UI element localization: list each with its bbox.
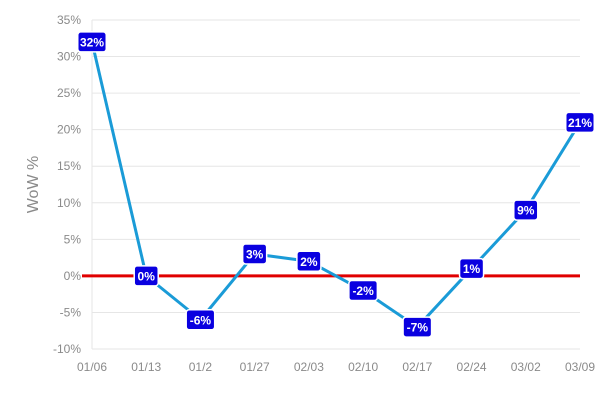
data-label-box [513, 199, 539, 221]
data-label-text: 9% [517, 204, 535, 218]
y-tick-label: 15% [57, 159, 81, 173]
data-label: -7% [402, 316, 433, 338]
y-tick-label: 30% [57, 50, 81, 64]
y-axis-title: WoW % [25, 156, 42, 213]
x-tick-label: 02/24 [457, 360, 487, 374]
data-label-text: -6% [190, 313, 212, 327]
x-tick-label: 01/2 [189, 360, 213, 374]
x-tick-label: 02/03 [294, 360, 324, 374]
data-label: 0% [133, 265, 159, 287]
data-label-box [133, 265, 159, 287]
data-label-text: 2% [300, 255, 318, 269]
x-tick-label: 01/27 [240, 360, 270, 374]
data-label-box [402, 316, 433, 338]
data-label-box [565, 111, 595, 134]
x-tick-label: 02/17 [402, 360, 432, 374]
data-label-box [77, 31, 107, 53]
series-line [90, 41, 582, 329]
data-label-text: 32% [80, 35, 104, 49]
data-label: 1% [458, 257, 485, 280]
y-tick-label: 5% [64, 232, 82, 246]
data-labels: 32% 0% -6% 3% 2% -2% -7% 1% 9% 21% [77, 31, 595, 338]
data-label-text: 21% [568, 116, 592, 130]
data-label-box [185, 309, 216, 331]
data-label-text: -7% [407, 321, 429, 335]
y-tick-label: 20% [57, 123, 81, 137]
data-label-box [458, 257, 485, 280]
data-label: -2% [348, 279, 379, 302]
data-label: -6% [185, 309, 216, 331]
y-tick-label: 0% [64, 269, 82, 283]
data-label: 21% [565, 111, 595, 134]
data-label: 3% [241, 243, 268, 265]
y-tick-label: -5% [60, 305, 82, 319]
gridlines [91, 19, 580, 350]
x-tick-label: 01/13 [131, 360, 161, 374]
y-tick-label: 25% [57, 86, 81, 100]
x-axis: 01/06 01/13 01/2 01/27 02/03 02/10 02/17 02/24 0… [77, 360, 595, 374]
y-tick-label: 10% [57, 196, 81, 210]
data-label: 32% [77, 31, 107, 53]
data-label-text: 1% [463, 262, 481, 276]
x-tick-label: 01/06 [77, 360, 107, 374]
y-tick-label: 35% [57, 13, 81, 27]
x-tick-label: 02/10 [348, 360, 378, 374]
data-label-box [296, 250, 322, 273]
data-label-box [241, 243, 268, 265]
x-tick-label: 03/09 [565, 360, 595, 374]
data-label-text: -2% [352, 284, 374, 298]
data-label-box [348, 279, 379, 302]
series [90, 41, 582, 329]
y-tick-label: -10% [53, 342, 81, 356]
data-label-text: 3% [246, 247, 264, 261]
y-axis: -10% -5% 0% 5% 10% 15% 20% 25% 30% 35% [53, 13, 81, 356]
data-label: 9% [513, 199, 539, 221]
data-label: 2% [296, 250, 322, 273]
data-label-text: 0% [138, 269, 156, 283]
x-tick-label: 03/02 [511, 360, 541, 374]
